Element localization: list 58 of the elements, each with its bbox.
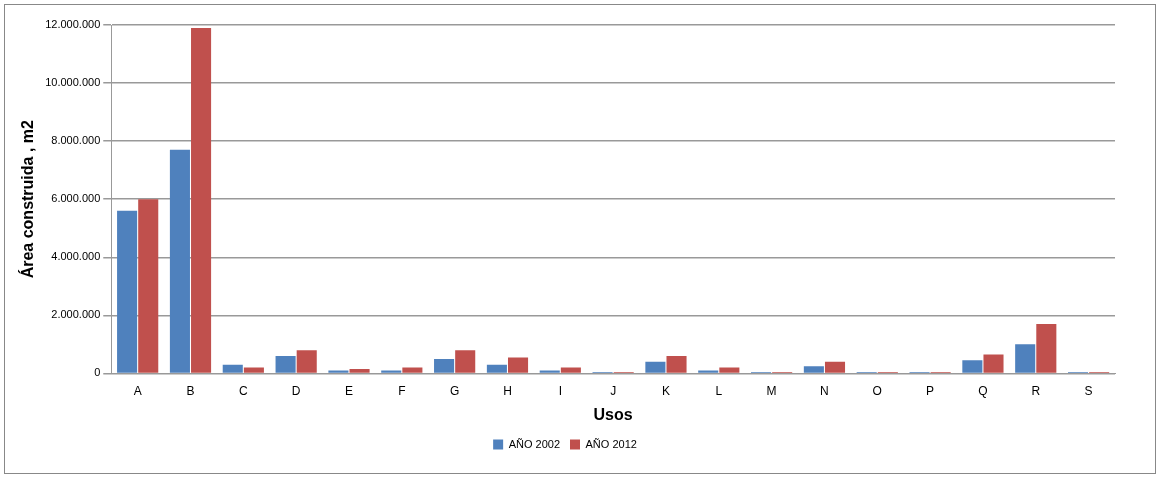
y-tick-label: 4.000.000 bbox=[51, 250, 101, 263]
x-tick-label: O bbox=[872, 383, 882, 398]
bar bbox=[962, 360, 983, 373]
bar bbox=[138, 199, 159, 373]
bar bbox=[402, 367, 423, 373]
x-tick-label: Q bbox=[978, 383, 988, 398]
x-tick-label: S bbox=[1084, 383, 1093, 398]
bar bbox=[666, 355, 687, 373]
bar bbox=[222, 364, 243, 373]
x-tick-label: I bbox=[558, 383, 562, 398]
bar bbox=[803, 366, 824, 373]
x-tick-label: F bbox=[398, 383, 406, 398]
x-tick-label: C bbox=[238, 383, 248, 398]
bar bbox=[560, 367, 581, 373]
x-tick-label: E bbox=[344, 383, 353, 398]
x-tick-label: M bbox=[766, 383, 777, 398]
x-tick-label: J bbox=[610, 383, 617, 398]
x-tick-label: K bbox=[661, 383, 670, 398]
x-tick-label: P bbox=[926, 383, 935, 398]
bar bbox=[1036, 324, 1057, 373]
legend-label: AÑO 2012 bbox=[585, 437, 637, 450]
y-tick-label: 12.000.000 bbox=[45, 18, 101, 31]
bar bbox=[169, 149, 190, 373]
bar bbox=[117, 210, 138, 373]
bar bbox=[824, 361, 846, 373]
bar bbox=[645, 361, 666, 373]
bar bbox=[539, 370, 560, 373]
y-axis-title: Área construida , m2 bbox=[18, 119, 37, 279]
bar bbox=[486, 364, 507, 373]
bar bbox=[349, 369, 370, 373]
y-tick-label: 2.000.000 bbox=[51, 308, 101, 321]
bar bbox=[381, 370, 402, 373]
bar bbox=[698, 370, 719, 373]
bar bbox=[983, 354, 1004, 373]
legend-label: AÑO 2002 bbox=[508, 437, 561, 450]
x-tick-label: R bbox=[1031, 383, 1041, 398]
x-tick-label: G bbox=[449, 383, 460, 398]
x-tick-label: N bbox=[820, 383, 829, 398]
x-axis-title: Usos bbox=[593, 405, 633, 423]
bar bbox=[296, 350, 317, 373]
bar bbox=[275, 355, 296, 373]
bar bbox=[1015, 344, 1036, 373]
x-tick-label: A bbox=[133, 383, 142, 398]
y-tick-label: 6.000.000 bbox=[51, 192, 101, 205]
bar bbox=[191, 27, 212, 373]
x-tick-label: L bbox=[715, 383, 723, 398]
bar bbox=[455, 350, 476, 373]
bar bbox=[434, 358, 455, 373]
x-tick-label: H bbox=[503, 383, 512, 398]
x-tick-label: B bbox=[186, 383, 195, 398]
x-tick-label: D bbox=[291, 383, 301, 398]
bar bbox=[719, 367, 740, 373]
bar bbox=[508, 357, 529, 373]
y-tick-label: 0 bbox=[94, 366, 101, 379]
bar bbox=[243, 367, 264, 373]
y-tick-label: 8.000.000 bbox=[51, 134, 101, 147]
bar bbox=[328, 370, 349, 373]
y-tick-label: 10.000.000 bbox=[45, 76, 101, 89]
